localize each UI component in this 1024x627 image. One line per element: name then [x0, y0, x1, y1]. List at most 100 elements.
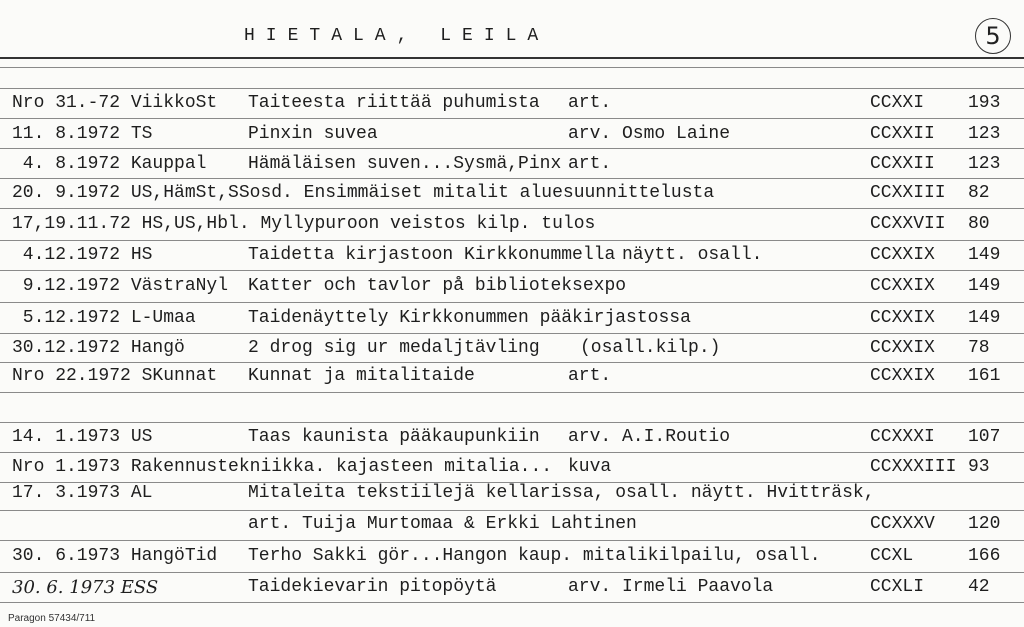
entry-title: Taidenäyttely Kirkkonummen pääkirjastoss… — [248, 308, 691, 328]
entry-page: 149 — [968, 308, 1001, 328]
entry-page: 93 — [968, 457, 990, 477]
entry-title: Taas kaunista pääkaupunkiin — [248, 427, 540, 447]
entry-volume-code: CCXXXIII — [870, 457, 957, 477]
entry-volume-code: CCXXIX — [870, 338, 935, 358]
entry-page: 161 — [968, 366, 1001, 386]
entry-note: kuva — [568, 457, 612, 477]
divider — [0, 118, 1024, 119]
entry-note: art. — [568, 93, 612, 113]
entry-date-source: 5.12.1972 L-Umaa — [12, 308, 196, 328]
entry-row: 17. 3.1973 AL Mitaleita tekstiilejä kella… — [0, 483, 1024, 513]
entry-row: 20. 9.1972 US,HämSt,SSosd. Ensimmäiset m… — [0, 183, 1024, 213]
divider — [0, 452, 1024, 453]
entry-row: 30.12.1972 Hangö 2 drog sig ur medaljtävl… — [0, 338, 1024, 368]
divider — [0, 482, 1024, 483]
entry-page: 149 — [968, 276, 1001, 296]
entry-volume-code: CCXXII — [870, 154, 935, 174]
entry-title: Taidetta kirjastoon Kirkkonummella — [248, 245, 616, 265]
entry-title: Pinxin suvea — [248, 124, 378, 144]
divider — [0, 572, 1024, 573]
entry-note: art. — [568, 366, 612, 386]
divider — [0, 148, 1024, 149]
entry-row: 4.12.1972 HS Taidetta kirjastoon Kirkkonu… — [0, 245, 1024, 275]
entry-title: Hämäläisen suven...Sysmä,Pinx — [248, 154, 562, 174]
entry-note: arv. Irmeli Paavola — [568, 577, 774, 597]
entry-row: 17,19.11.72 HS,US,Hbl. Myllypuroon veist… — [0, 214, 1024, 244]
entry-page: 42 — [968, 577, 990, 597]
entry-row: art. Tuija Murtomaa & Erkki Lahtinen CCXX… — [0, 514, 1024, 544]
entry-date-source: Nro 1.1973 Rakennustekniikka. kajasteen … — [12, 457, 553, 477]
entry-title: Katter och tavlor på biblioteksexpo — [248, 276, 627, 296]
entry-date-source: 30. 6.1973 HangöTid — [12, 546, 218, 566]
entry-volume-code: CCXLI — [870, 577, 925, 597]
entry-title: Mitaleita tekstiilejä kellarissa, osall.… — [248, 483, 875, 503]
entry-note: (osall.kilp.) — [580, 338, 721, 358]
entry-date-source: 17,19.11.72 HS,US,Hbl. Myllypuroon veist… — [12, 214, 596, 234]
entry-date-source: 9.12.1972 VästraNyl — [12, 276, 229, 296]
divider — [0, 333, 1024, 334]
entry-date-source: Nro 22.1972 SKunnat — [12, 366, 218, 386]
entry-title: Kunnat ja mitalitaide — [248, 366, 475, 386]
entry-page: 82 — [968, 183, 990, 203]
entry-row: 11. 8.1972 TS Pinxin suvea arv. Osmo Laine… — [0, 124, 1024, 154]
entry-volume-code: CCXXIX — [870, 245, 935, 265]
divider — [0, 510, 1024, 511]
entry-volume-code: CCXXIII — [870, 183, 946, 203]
entry-row: 30. 6.1973 HangöTid Terho Sakki gör...Han… — [0, 546, 1024, 576]
entry-page: 149 — [968, 245, 1001, 265]
entry-row: 9.12.1972 VästraNyl Katter och tavlor på … — [0, 276, 1024, 306]
entry-page: 120 — [968, 514, 1001, 534]
entry-page: 107 — [968, 427, 1001, 447]
entry-date-source: 4.12.1972 HS — [12, 245, 153, 265]
divider — [0, 208, 1024, 209]
entry-row: 5.12.1972 L-Umaa Taidenäyttely Kirkkonumm… — [0, 308, 1024, 338]
entry-date-source: Nro 31.-72 ViikkoSt — [12, 93, 218, 113]
entry-volume-code: CCXXI — [870, 93, 925, 113]
entry-note: näytt. osall. — [622, 245, 763, 265]
divider — [0, 57, 1024, 59]
entry-note: arv. Osmo Laine — [568, 124, 731, 144]
entry-title: Terho Sakki gör...Hangon kaup. mitalikil… — [248, 546, 821, 566]
entry-date-source: 4. 8.1972 Kauppal — [12, 154, 207, 174]
entry-page: 193 — [968, 93, 1001, 113]
entry-row: 30. 6. 1973 ESS Taidekievarin pitopöytä ar… — [0, 577, 1024, 607]
entry-volume-code: CCXXIX — [870, 276, 935, 296]
divider — [0, 178, 1024, 179]
divider — [0, 67, 1024, 68]
entry-page: 166 — [968, 546, 1001, 566]
entry-volume-code: CCXXIX — [870, 308, 935, 328]
entry-date-source: 30.12.1972 Hangö — [12, 338, 185, 358]
entry-volume-code: CCXXVII — [870, 214, 946, 234]
entry-page: 123 — [968, 124, 1001, 144]
entry-title: 2 drog sig ur medaljtävling — [248, 338, 540, 358]
divider — [0, 422, 1024, 423]
card-number-badge: 5 — [975, 18, 1011, 54]
entry-volume-code: CCXXXI — [870, 427, 935, 447]
entry-title: Taiteesta riittää puhumista — [248, 93, 540, 113]
entry-note: art. — [568, 154, 612, 174]
card-title: HIETALA, LEILA — [244, 26, 550, 46]
entry-date-source: 30. 6. 1973 ESS — [12, 577, 159, 598]
entry-title: art. Tuija Murtomaa & Erkki Lahtinen — [248, 514, 637, 534]
entry-date-source: 14. 1.1973 US — [12, 427, 153, 447]
entry-date-source: 17. 3.1973 AL — [12, 483, 153, 503]
entry-volume-code: CCXXIX — [870, 366, 935, 386]
entry-row: Nro 1.1973 Rakennustekniikka. kajasteen … — [0, 457, 1024, 487]
entry-date-source: 20. 9.1972 US,HämSt,SSosd. Ensimmäiset m… — [12, 183, 715, 203]
divider — [0, 540, 1024, 541]
entry-row: Nro 22.1972 SKunnat Kunnat ja mitalitaide… — [0, 366, 1024, 396]
entry-page: 123 — [968, 154, 1001, 174]
divider — [0, 270, 1024, 271]
entry-volume-code: CCXXXV — [870, 514, 935, 534]
printer-imprint: Paragon 57434/711 — [8, 613, 96, 624]
divider — [0, 602, 1024, 603]
divider — [0, 392, 1024, 393]
entry-row: 14. 1.1973 US Taas kaunista pääkaupunkiin… — [0, 427, 1024, 457]
entry-date-source: 11. 8.1972 TS — [12, 124, 153, 144]
entry-title: Taidekievarin pitopöytä — [248, 577, 497, 597]
entry-page: 78 — [968, 338, 990, 358]
divider — [0, 302, 1024, 303]
divider — [0, 362, 1024, 363]
divider — [0, 240, 1024, 241]
entry-row: Nro 31.-72 ViikkoSt Taiteesta riittää puh… — [0, 93, 1024, 123]
